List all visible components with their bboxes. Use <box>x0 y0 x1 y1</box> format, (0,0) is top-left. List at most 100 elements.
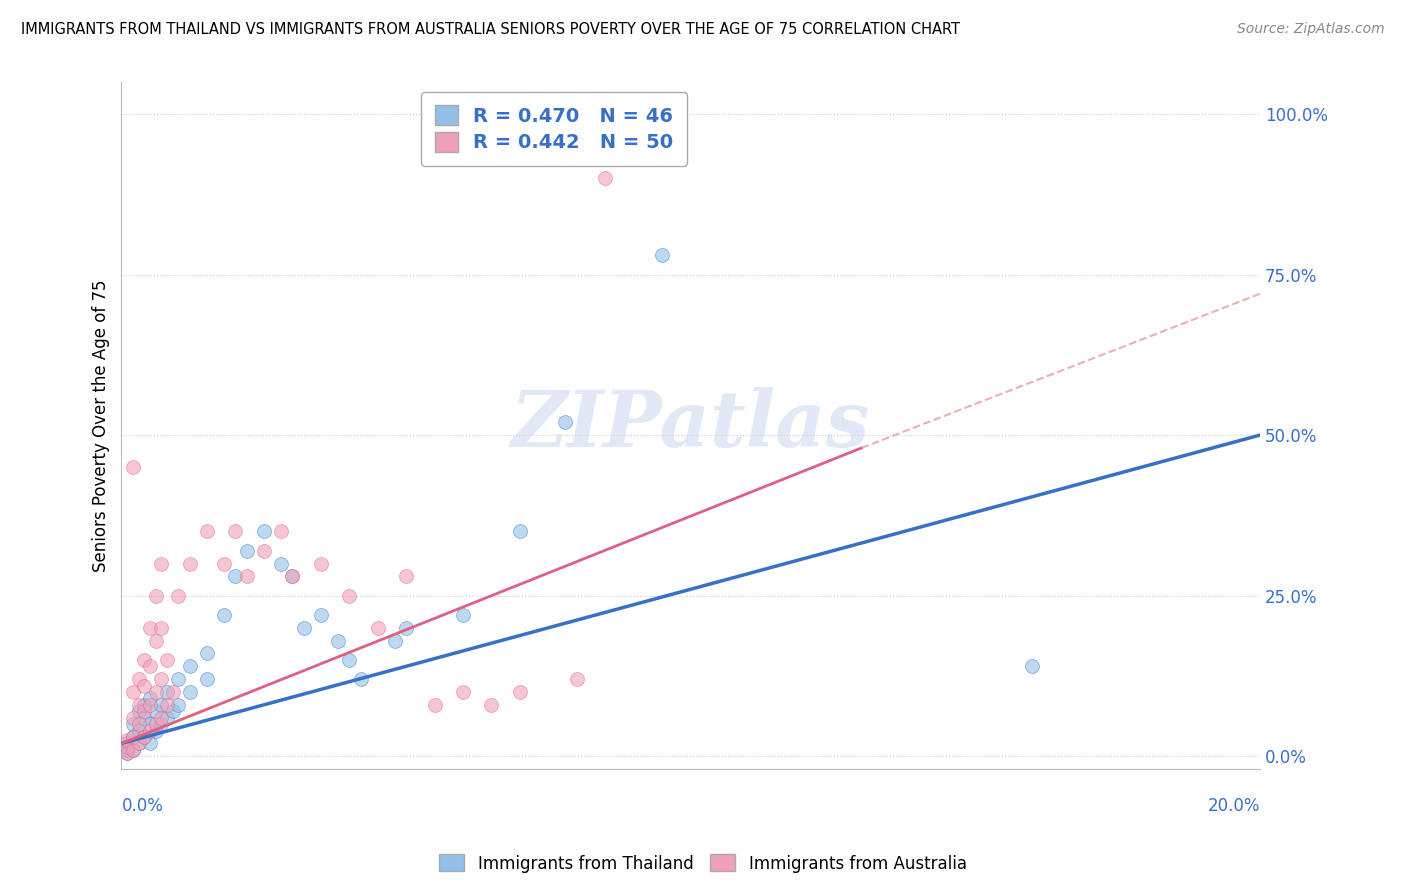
Point <box>395 569 418 583</box>
Point <box>326 633 349 648</box>
Point <box>509 685 531 699</box>
Point <box>195 647 218 661</box>
Point <box>554 415 576 429</box>
Point <box>121 730 143 744</box>
Point <box>115 746 138 760</box>
Point <box>1021 659 1043 673</box>
Legend: Immigrants from Thailand, Immigrants from Australia: Immigrants from Thailand, Immigrants fro… <box>433 847 973 880</box>
Point <box>593 171 616 186</box>
Point <box>121 685 143 699</box>
Point <box>309 607 332 622</box>
Point <box>384 633 406 648</box>
Point <box>145 717 167 731</box>
Point <box>128 717 150 731</box>
Point <box>134 704 156 718</box>
Point <box>235 569 257 583</box>
Point <box>128 736 150 750</box>
Point <box>167 672 190 686</box>
Point <box>195 524 218 539</box>
Point <box>156 685 179 699</box>
Point <box>162 704 184 718</box>
Point <box>145 589 167 603</box>
Point <box>367 621 389 635</box>
Point <box>150 698 173 712</box>
Point <box>139 723 162 738</box>
Point <box>481 698 503 712</box>
Point <box>115 739 138 754</box>
Point <box>128 736 150 750</box>
Text: Source: ZipAtlas.com: Source: ZipAtlas.com <box>1237 22 1385 37</box>
Text: ZIPatlas: ZIPatlas <box>510 387 870 464</box>
Point <box>337 589 360 603</box>
Point <box>150 717 173 731</box>
Point <box>139 691 162 706</box>
Point <box>253 524 276 539</box>
Point <box>145 723 167 738</box>
Point <box>121 717 143 731</box>
Point <box>115 736 138 750</box>
Point <box>128 723 150 738</box>
Point <box>139 717 162 731</box>
Point <box>212 557 235 571</box>
Point <box>281 569 304 583</box>
Point <box>128 672 150 686</box>
Point <box>121 730 143 744</box>
Point <box>270 557 292 571</box>
Point <box>134 711 156 725</box>
Point <box>150 557 173 571</box>
Point <box>156 711 179 725</box>
Point <box>395 621 418 635</box>
Point <box>309 557 332 571</box>
Point <box>139 621 162 635</box>
Point <box>167 589 190 603</box>
Point <box>565 672 588 686</box>
Point <box>134 730 156 744</box>
Point <box>121 711 143 725</box>
Point <box>451 607 474 622</box>
Point <box>128 698 150 712</box>
Point <box>121 743 143 757</box>
Point <box>509 524 531 539</box>
Point <box>281 569 304 583</box>
Point <box>451 685 474 699</box>
Y-axis label: Seniors Poverty Over the Age of 75: Seniors Poverty Over the Age of 75 <box>93 279 110 572</box>
Point <box>134 653 156 667</box>
Point <box>212 607 235 622</box>
Point <box>139 736 162 750</box>
Point <box>224 524 246 539</box>
Point <box>134 698 156 712</box>
Text: 0.0%: 0.0% <box>121 797 163 814</box>
Point <box>224 569 246 583</box>
Point <box>139 659 162 673</box>
Point <box>115 733 138 747</box>
Point <box>179 557 201 571</box>
Point <box>349 672 371 686</box>
Point <box>145 704 167 718</box>
Point <box>162 685 184 699</box>
Text: IMMIGRANTS FROM THAILAND VS IMMIGRANTS FROM AUSTRALIA SENIORS POVERTY OVER THE A: IMMIGRANTS FROM THAILAND VS IMMIGRANTS F… <box>21 22 960 37</box>
Point <box>121 460 143 475</box>
Point <box>134 730 156 744</box>
Point <box>121 743 143 757</box>
Point <box>167 698 190 712</box>
Point <box>651 248 673 262</box>
Point <box>115 743 138 757</box>
Point <box>423 698 446 712</box>
Point <box>150 711 173 725</box>
Point <box>179 659 201 673</box>
Point <box>179 685 201 699</box>
Point <box>139 698 162 712</box>
Point <box>145 633 167 648</box>
Legend: R = 0.470   N = 46, R = 0.442   N = 50: R = 0.470 N = 46, R = 0.442 N = 50 <box>420 92 688 166</box>
Point <box>156 698 179 712</box>
Point <box>145 685 167 699</box>
Point <box>270 524 292 539</box>
Point <box>235 543 257 558</box>
Point <box>150 672 173 686</box>
Point <box>195 672 218 686</box>
Point <box>115 746 138 760</box>
Text: 20.0%: 20.0% <box>1208 797 1260 814</box>
Point <box>337 653 360 667</box>
Point <box>128 704 150 718</box>
Point <box>134 679 156 693</box>
